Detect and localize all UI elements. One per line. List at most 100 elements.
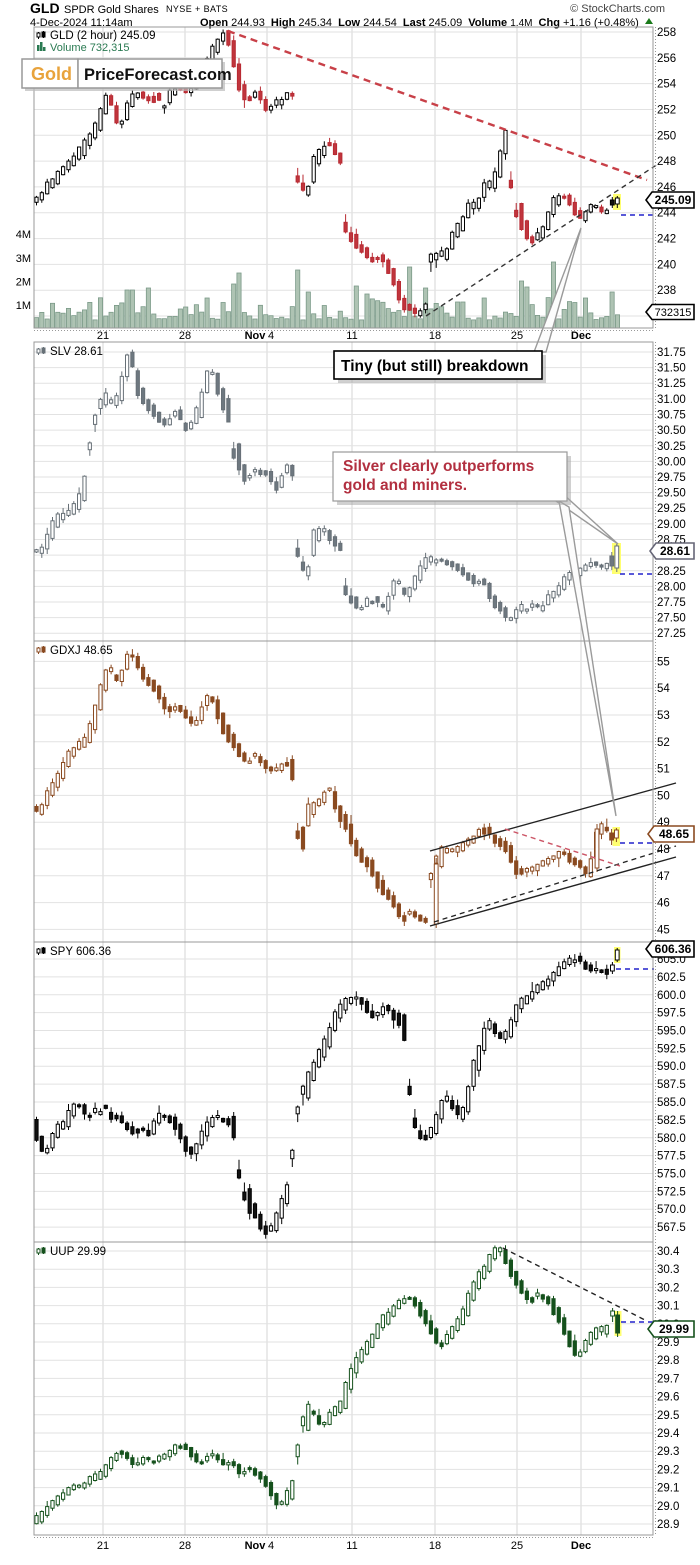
svg-text:29.2: 29.2: [657, 1464, 679, 1476]
svg-text:11: 11: [346, 330, 357, 342]
svg-text:252: 252: [657, 105, 676, 117]
svg-text:SLV 28.61: SLV 28.61: [50, 346, 103, 358]
svg-text:54: 54: [657, 683, 670, 695]
svg-text:28.25: 28.25: [657, 566, 686, 578]
svg-text:53: 53: [657, 710, 670, 722]
svg-text:582.5: 582.5: [657, 1115, 686, 1127]
svg-text:29.6: 29.6: [657, 1392, 679, 1404]
svg-text:238: 238: [657, 285, 676, 297]
svg-text:244: 244: [657, 208, 677, 220]
svg-text:30.4: 30.4: [657, 1246, 680, 1258]
svg-text:242: 242: [657, 234, 676, 246]
svg-text:575.0: 575.0: [657, 1169, 686, 1181]
svg-text:48.65: 48.65: [659, 827, 689, 841]
svg-text:31.00: 31.00: [657, 394, 686, 406]
svg-text:51: 51: [657, 764, 670, 776]
svg-text:29.9: 29.9: [657, 1337, 679, 1349]
svg-text:254: 254: [657, 79, 677, 91]
svg-text:570.0: 570.0: [657, 1204, 686, 1216]
svg-text:2M: 2M: [16, 277, 31, 289]
svg-text:27.25: 27.25: [657, 628, 686, 640]
svg-text:30.50: 30.50: [657, 425, 686, 437]
svg-text:256: 256: [657, 53, 676, 65]
svg-text:29.5: 29.5: [657, 1410, 679, 1422]
svg-text:55: 55: [657, 656, 670, 668]
svg-text:29.3: 29.3: [657, 1446, 679, 1458]
svg-text:Silver clearly outperforms: Silver clearly outperforms: [343, 458, 534, 475]
svg-text:590.0: 590.0: [657, 1061, 686, 1073]
svg-text:Gold: Gold: [31, 64, 72, 84]
svg-text:4-Dec-2024 11:14am: 4-Dec-2024 11:14am: [30, 17, 133, 29]
svg-text:606.36: 606.36: [655, 942, 692, 956]
svg-text:GLD (2 hour) 245.09: GLD (2 hour) 245.09: [50, 30, 155, 42]
svg-text:28.61: 28.61: [660, 544, 690, 558]
svg-text:1M: 1M: [16, 300, 31, 312]
svg-text:600.0: 600.0: [657, 990, 686, 1002]
svg-text:NYSE + BATS: NYSE + BATS: [166, 4, 228, 14]
svg-text:28: 28: [179, 330, 191, 342]
svg-text:46: 46: [657, 898, 670, 910]
svg-text:25: 25: [511, 1540, 523, 1552]
svg-text:587.5: 587.5: [657, 1079, 686, 1091]
svg-text:30.75: 30.75: [657, 410, 686, 422]
svg-text:31.50: 31.50: [657, 363, 686, 375]
svg-text:250: 250: [657, 130, 676, 142]
svg-text:29.1: 29.1: [657, 1483, 679, 1495]
svg-text:585.0: 585.0: [657, 1097, 686, 1109]
svg-text:567.5: 567.5: [657, 1222, 686, 1234]
svg-text:© StockCharts.com: © StockCharts.com: [570, 3, 665, 15]
svg-text:29.50: 29.50: [657, 488, 686, 500]
svg-text:27.50: 27.50: [657, 613, 686, 625]
svg-text:GDXJ 48.65: GDXJ 48.65: [50, 645, 113, 657]
svg-text:21: 21: [97, 1540, 109, 1552]
svg-text:gold and miners.: gold and miners.: [343, 477, 467, 494]
svg-text:602.5: 602.5: [657, 972, 686, 984]
svg-text:572.5: 572.5: [657, 1186, 686, 1198]
svg-text:30.2: 30.2: [657, 1282, 679, 1294]
svg-text:25: 25: [511, 330, 523, 342]
svg-text:29.7: 29.7: [657, 1373, 679, 1385]
svg-text:Dec: Dec: [571, 330, 591, 342]
svg-text:SPDR Gold Shares: SPDR Gold Shares: [64, 4, 159, 16]
svg-text:47: 47: [657, 871, 670, 883]
svg-text:29.0: 29.0: [657, 1501, 679, 1513]
svg-text:29.99: 29.99: [659, 1322, 689, 1336]
svg-text:11: 11: [346, 1540, 357, 1552]
svg-text:18: 18: [429, 1540, 441, 1552]
svg-text:30.3: 30.3: [657, 1264, 679, 1276]
svg-text:592.5: 592.5: [657, 1043, 686, 1055]
svg-text:3M: 3M: [16, 253, 31, 265]
svg-text:PriceForecast.com: PriceForecast.com: [84, 66, 232, 84]
svg-text:SPY 606.36: SPY 606.36: [50, 946, 111, 958]
svg-text:18: 18: [429, 330, 441, 342]
svg-text:52: 52: [657, 737, 670, 749]
svg-text:27.75: 27.75: [657, 597, 686, 609]
svg-text:31.25: 31.25: [657, 378, 686, 390]
svg-text:29.8: 29.8: [657, 1355, 679, 1367]
svg-text:4M: 4M: [16, 229, 31, 241]
svg-text:GLD: GLD: [30, 0, 60, 16]
svg-text:48: 48: [657, 844, 670, 856]
svg-text:29.4: 29.4: [657, 1428, 680, 1440]
svg-text:245.09: 245.09: [655, 193, 692, 207]
svg-text:28: 28: [179, 1540, 191, 1552]
svg-text:28.9: 28.9: [657, 1519, 679, 1531]
svg-text:30.1: 30.1: [657, 1301, 679, 1313]
svg-text:21: 21: [97, 330, 109, 342]
svg-text:Dec: Dec: [571, 1540, 591, 1552]
svg-text:29.25: 29.25: [657, 503, 686, 515]
svg-text:Volume 732,315: Volume 732,315: [50, 42, 130, 54]
svg-text:580.0: 580.0: [657, 1133, 686, 1145]
svg-text:29.75: 29.75: [657, 472, 686, 484]
svg-text:Nov: Nov: [245, 1540, 267, 1552]
svg-text:258: 258: [657, 27, 676, 39]
svg-text:Nov: Nov: [245, 330, 267, 342]
svg-text:29.00: 29.00: [657, 519, 686, 531]
svg-text:Open 244.93 High 245.34 Low 24: Open 244.93 High 245.34 Low 244.54 Last …: [200, 17, 639, 29]
svg-text:UUP 29.99: UUP 29.99: [50, 1246, 106, 1258]
svg-text:45: 45: [657, 924, 670, 936]
svg-text:248: 248: [657, 156, 676, 168]
svg-text:577.5: 577.5: [657, 1151, 686, 1163]
svg-text:4: 4: [268, 1540, 274, 1552]
svg-text:30.25: 30.25: [657, 441, 686, 453]
